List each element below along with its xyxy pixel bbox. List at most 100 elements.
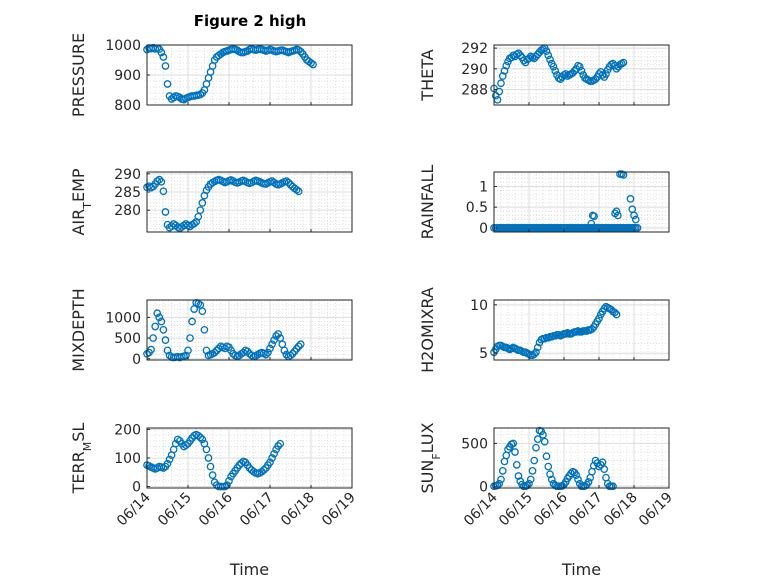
data-point	[525, 54, 533, 63]
data-point	[200, 325, 209, 334]
data-point	[511, 448, 519, 456]
data-point	[561, 70, 570, 78]
data-point	[619, 58, 628, 67]
data-point	[184, 346, 192, 355]
data-point	[276, 439, 285, 448]
data-point	[514, 472, 523, 480]
data-point	[633, 224, 642, 232]
data-series	[143, 430, 285, 491]
data-point	[600, 304, 609, 313]
axes-box	[493, 427, 670, 489]
y-tick-label: 100	[114, 451, 141, 467]
y-tick-label: 285	[114, 185, 141, 201]
data-point	[161, 62, 170, 70]
x-tick-label: 06/16	[531, 489, 571, 529]
data-series	[490, 302, 621, 360]
x-axis-label: Time	[229, 560, 269, 579]
y-axis-label: TERRMSL	[69, 423, 94, 495]
data-point	[155, 313, 164, 322]
y-tick-label: 900	[114, 68, 141, 84]
data-point	[190, 219, 198, 228]
data-point	[268, 340, 276, 349]
data-series	[143, 175, 303, 233]
data-point	[509, 439, 518, 448]
data-point	[528, 467, 537, 475]
data-point	[512, 461, 521, 469]
data-point	[202, 445, 211, 454]
data-point	[274, 330, 283, 338]
data-point	[547, 475, 556, 484]
y-tick-label: 0	[132, 480, 141, 496]
data-point	[296, 340, 305, 349]
data-point	[530, 350, 539, 359]
data-point	[225, 477, 233, 485]
y-tick-label: 0	[479, 479, 488, 495]
data-point	[161, 336, 170, 344]
data-point	[598, 71, 607, 79]
data-point	[188, 317, 196, 326]
axes-box	[146, 171, 353, 233]
y-tick-label: 1000	[105, 38, 141, 54]
subplot-6: 5 10 H2OMIXRA	[418, 287, 670, 373]
data-series	[143, 299, 305, 362]
x-axis-label: Time	[561, 560, 601, 579]
data-point	[155, 175, 164, 184]
data-point	[196, 206, 205, 215]
y-tick-label: 0.5	[466, 200, 488, 216]
data-point	[153, 309, 162, 318]
data-point	[542, 47, 551, 56]
data-point	[588, 325, 596, 333]
data-point	[157, 48, 166, 57]
data-point	[533, 435, 542, 443]
data-point	[159, 325, 168, 334]
data-point	[266, 458, 274, 467]
y-tick-label: 0	[132, 352, 141, 368]
data-point	[294, 187, 303, 196]
data-point	[626, 195, 635, 203]
data-point	[159, 187, 168, 196]
data-point	[206, 462, 215, 471]
y-tick-label: 10	[470, 298, 488, 314]
data-point	[590, 212, 598, 221]
data-point	[631, 215, 640, 224]
data-point	[216, 50, 225, 58]
data-point	[523, 481, 532, 490]
y-tick-label: 280	[114, 203, 141, 219]
data-point	[612, 310, 621, 319]
data-point	[540, 437, 549, 446]
data-point	[532, 443, 540, 452]
data-point	[575, 62, 584, 71]
data-point	[572, 471, 581, 479]
data-point	[500, 67, 509, 75]
data-point	[551, 67, 560, 75]
data-point	[544, 462, 553, 471]
plot-area	[494, 172, 669, 232]
y-axis-label: H2OMIXRA	[418, 287, 437, 373]
data-point	[198, 307, 207, 316]
data-point	[292, 185, 301, 194]
data-point	[165, 455, 174, 464]
x-tick-label: 06/17	[237, 490, 277, 530]
data-point	[516, 51, 525, 60]
axes-box	[493, 299, 670, 361]
data-point	[186, 334, 194, 342]
y-axis-label: THETA	[418, 49, 437, 101]
x-tick-label: 06/17	[566, 490, 606, 530]
data-point	[546, 55, 554, 64]
data-point	[208, 471, 217, 479]
data-point	[595, 314, 603, 323]
x-tick-label: 06/18	[278, 490, 318, 530]
data-point	[163, 459, 172, 468]
data-point	[194, 212, 203, 221]
data-point	[147, 345, 155, 354]
data-point	[498, 72, 507, 80]
y-tick-label: 290	[461, 62, 488, 78]
y-tick-label: 292	[461, 41, 488, 57]
y-axis-label: MIXDEPTH	[69, 288, 88, 371]
data-point	[157, 177, 166, 186]
subplot-4: 0 0.5 1 RAINFALL	[418, 165, 670, 239]
data-point	[272, 332, 280, 340]
data-point	[284, 178, 293, 187]
